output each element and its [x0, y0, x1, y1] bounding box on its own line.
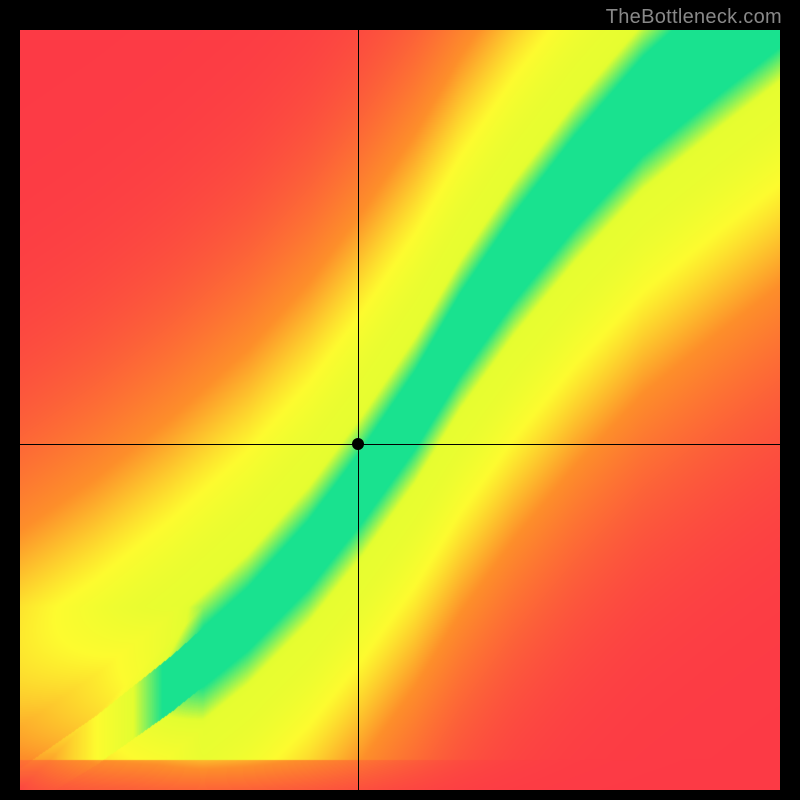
crosshair-vertical — [358, 30, 359, 790]
marker-dot — [352, 438, 364, 450]
heatmap-canvas — [20, 30, 780, 790]
watermark-text: TheBottleneck.com — [606, 6, 782, 29]
chart-container: TheBottleneck.com — [0, 0, 800, 800]
crosshair-horizontal — [20, 444, 780, 445]
plot-area — [20, 30, 780, 790]
